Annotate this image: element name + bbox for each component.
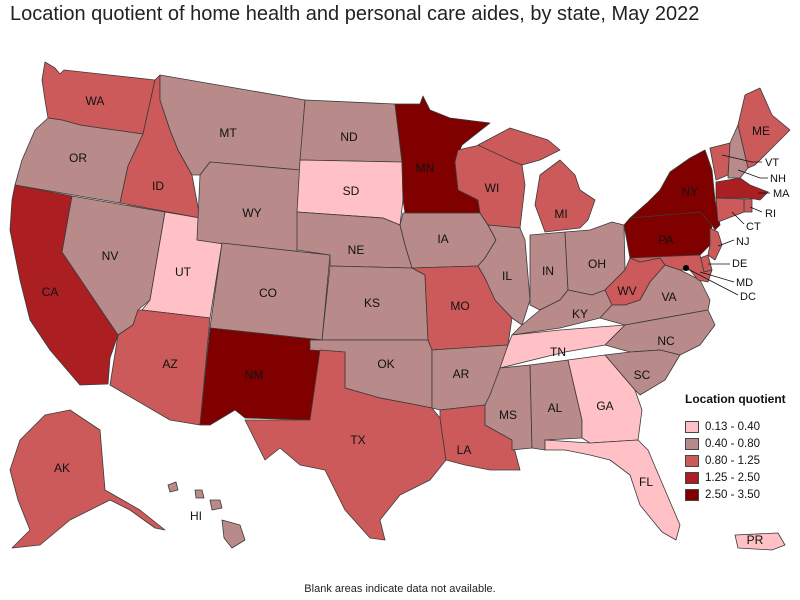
label-fl: FL	[639, 475, 653, 489]
label-id: ID	[152, 179, 164, 193]
legend-swatch	[685, 488, 699, 501]
label-oh: OH	[588, 257, 606, 271]
state-ak[interactable]	[9, 409, 166, 549]
label-mt: MT	[219, 126, 237, 140]
label-wa: WA	[86, 94, 105, 108]
state-fl[interactable]	[544, 439, 681, 541]
leader-nj	[717, 239, 735, 247]
state-ri[interactable]	[743, 198, 753, 213]
label-il: IL	[502, 269, 512, 283]
label-or: OR	[69, 151, 87, 165]
state-il[interactable]	[477, 224, 531, 326]
state-hi[interactable]	[167, 481, 246, 549]
legend-item: 0.13 - 0.40	[685, 418, 797, 435]
legend-swatch	[685, 454, 699, 467]
legend-label: 1.25 - 2.50	[705, 471, 760, 484]
leader-nh	[737, 169, 768, 179]
label-nh: NH	[770, 173, 786, 185]
label-nc: NC	[657, 334, 675, 348]
map-title: Location quotient of home health and per…	[10, 3, 700, 25]
label-dc: DC	[740, 291, 756, 303]
label-ut: UT	[175, 265, 192, 279]
label-sc: SC	[634, 368, 651, 382]
label-wv: WV	[617, 284, 636, 298]
state-tx[interactable]	[244, 349, 447, 541]
label-nd: ND	[340, 130, 358, 144]
state-ct[interactable]	[715, 197, 745, 223]
label-ga: GA	[596, 399, 613, 413]
label-ok: OK	[377, 357, 394, 371]
legend-swatch	[685, 420, 699, 433]
leader-md	[699, 271, 735, 283]
legend-label: 2.50 - 3.50	[705, 488, 760, 501]
label-al: AL	[548, 401, 563, 415]
label-ri: RI	[765, 208, 776, 220]
state-pr[interactable]	[734, 532, 786, 551]
label-me: ME	[752, 124, 770, 138]
legend-swatch	[685, 471, 699, 484]
label-la: LA	[457, 443, 472, 457]
state-ma[interactable]	[715, 177, 769, 201]
label-pa: PA	[658, 233, 673, 247]
label-ct: CT	[746, 221, 761, 233]
state-sc[interactable]	[604, 349, 681, 396]
label-co: CO	[259, 286, 277, 300]
label-vt: VT	[765, 157, 779, 169]
label-ne: NE	[348, 243, 365, 257]
label-tx: TX	[350, 433, 365, 447]
label-mn: MN	[416, 161, 435, 175]
label-md: MD	[736, 277, 753, 289]
label-nv: NV	[102, 249, 119, 263]
state-nj[interactable]	[707, 227, 723, 261]
label-sd: SD	[343, 184, 360, 198]
legend: Location quotient 0.13 - 0.40 0.40 - 0.8…	[685, 392, 797, 503]
label-ks: KS	[364, 296, 380, 310]
state-ny[interactable]	[629, 149, 721, 231]
label-ky: KY	[572, 307, 588, 321]
label-hi: HI	[190, 509, 202, 523]
label-mi: MI	[554, 207, 567, 221]
legend-label: 0.40 - 0.80	[705, 437, 760, 450]
state-me[interactable]	[737, 87, 791, 169]
leader-ri	[749, 206, 763, 213]
label-nm: NM	[245, 368, 264, 382]
label-wy: WY	[242, 206, 261, 220]
state-md[interactable]	[629, 254, 713, 283]
label-ak: AK	[54, 461, 70, 475]
state-nh[interactable]	[727, 124, 749, 179]
label-nj: NJ	[736, 236, 749, 248]
legend-swatch	[685, 437, 699, 450]
label-ca: CA	[42, 285, 59, 299]
label-tn: TN	[550, 345, 566, 359]
legend-label: 0.13 - 0.40	[705, 420, 760, 433]
label-az: AZ	[162, 357, 177, 371]
label-in: IN	[542, 264, 554, 278]
label-ms: MS	[499, 408, 517, 422]
label-ar: AR	[453, 367, 470, 381]
leader-ct	[731, 211, 745, 225]
legend-item: 1.25 - 2.50	[685, 469, 797, 486]
footnote: Blank areas indicate data not available.	[304, 583, 496, 595]
label-mo: MO	[450, 299, 469, 313]
state-mi[interactable]	[477, 127, 596, 233]
label-wi: WI	[485, 181, 500, 195]
label-ia: IA	[437, 232, 448, 246]
legend-title: Location quotient	[685, 392, 786, 406]
label-ma: MA	[773, 188, 790, 200]
label-pr: PR	[747, 533, 764, 547]
legend-label: 0.80 - 1.25	[705, 454, 760, 467]
label-va: VA	[661, 290, 676, 304]
label-ny: NY	[682, 185, 699, 199]
state-ky[interactable]	[511, 289, 613, 336]
leader-dc	[685, 267, 739, 296]
legend-item: 2.50 - 3.50	[685, 486, 797, 503]
state-az[interactable]	[109, 309, 211, 426]
leader-vt	[721, 154, 762, 163]
legend-item: 0.40 - 0.80	[685, 435, 797, 452]
state-vt[interactable]	[709, 142, 731, 181]
label-de: DE	[732, 258, 747, 270]
legend-item: 0.80 - 1.25	[685, 452, 797, 469]
